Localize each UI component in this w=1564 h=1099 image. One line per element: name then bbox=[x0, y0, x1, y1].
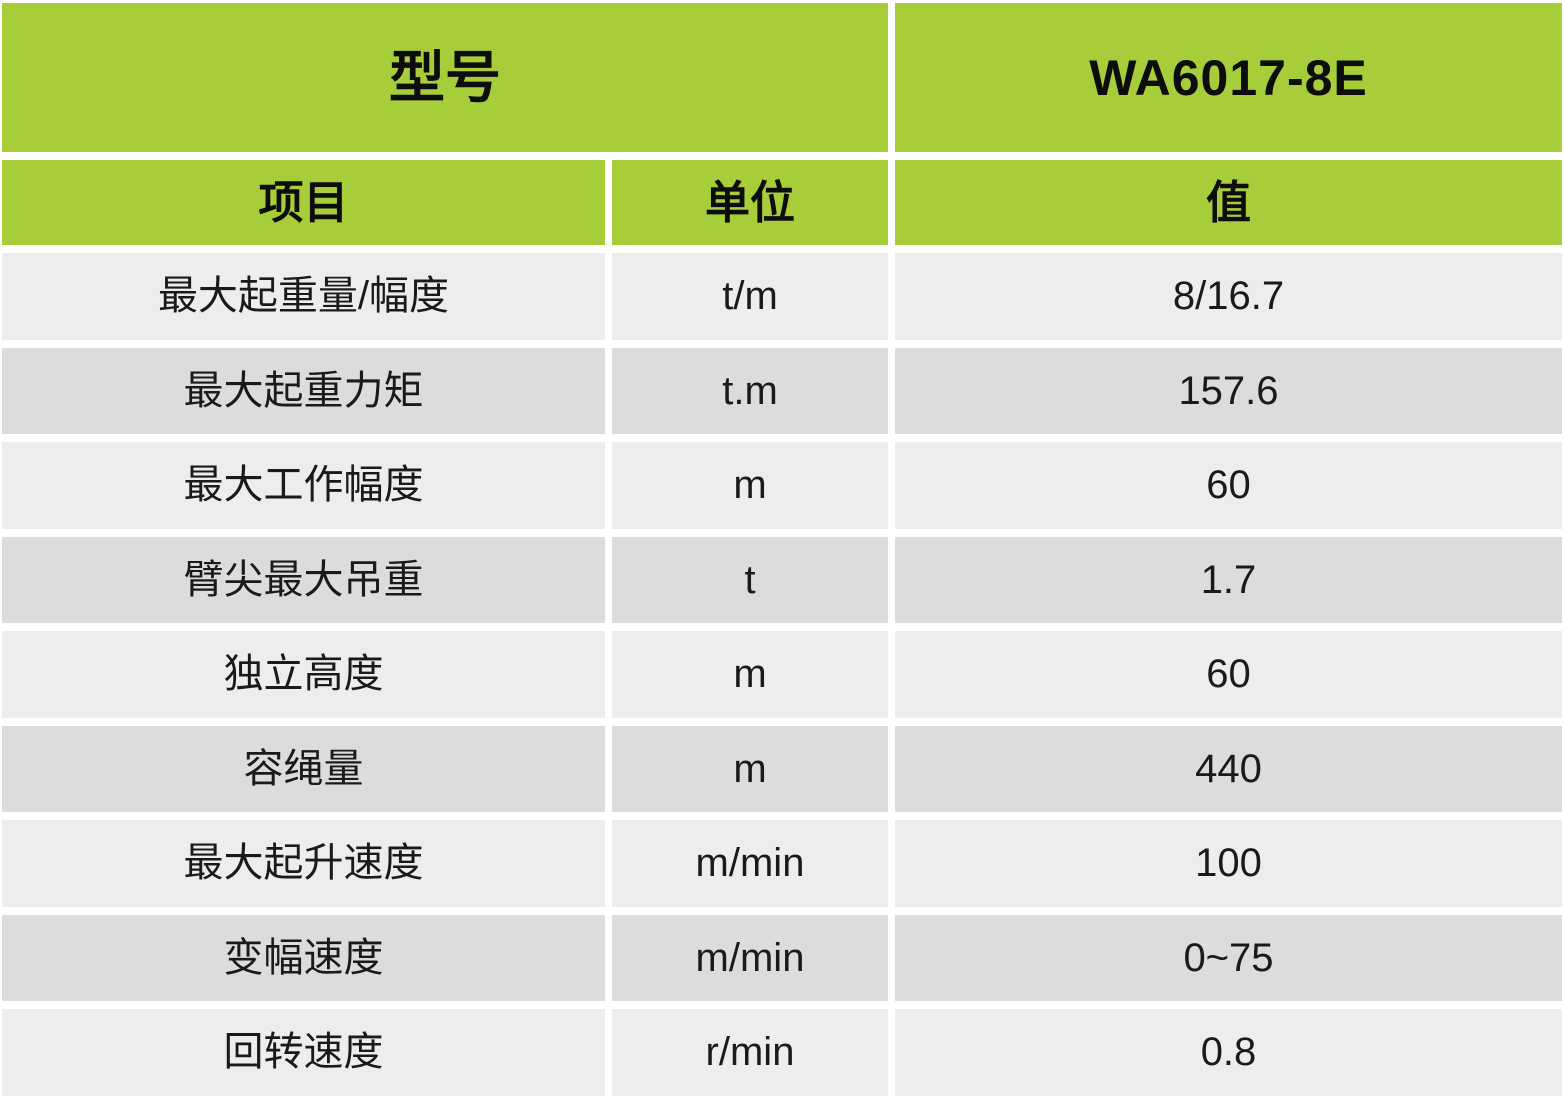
row-1-item: 最大起重量/幅度 bbox=[2, 253, 605, 340]
row-3-item: 最大工作幅度 bbox=[2, 442, 605, 529]
column-header-unit: 单位 bbox=[612, 160, 888, 245]
row-9-unit: r/min bbox=[612, 1009, 888, 1096]
row-3-value: 60 bbox=[895, 442, 1562, 529]
row-1-value: 8/16.7 bbox=[895, 253, 1562, 340]
row-9-item: 回转速度 bbox=[2, 1009, 605, 1096]
row-4-unit: t bbox=[612, 536, 888, 623]
row-2-item: 最大起重力矩 bbox=[2, 347, 605, 434]
model-header-label: 型号 bbox=[2, 3, 888, 152]
row-5-unit: m bbox=[612, 631, 888, 718]
row-9-value: 0.8 bbox=[895, 1009, 1562, 1096]
row-7-unit: m/min bbox=[612, 820, 888, 907]
row-2-value: 157.6 bbox=[895, 347, 1562, 434]
row-2-unit: t.m bbox=[612, 347, 888, 434]
row-4-value: 1.7 bbox=[895, 536, 1562, 623]
row-3-unit: m bbox=[612, 442, 888, 529]
row-1-unit: t/m bbox=[612, 253, 888, 340]
row-6-value: 440 bbox=[895, 725, 1562, 812]
column-header-value: 值 bbox=[895, 160, 1562, 245]
row-8-value: 0~75 bbox=[895, 914, 1562, 1001]
row-6-unit: m bbox=[612, 725, 888, 812]
row-7-item: 最大起升速度 bbox=[2, 820, 605, 907]
row-6-item: 容绳量 bbox=[2, 725, 605, 812]
row-7-value: 100 bbox=[895, 820, 1562, 907]
model-header-value: WA6017-8E bbox=[895, 3, 1562, 152]
row-5-value: 60 bbox=[895, 631, 1562, 718]
column-header-item: 项目 bbox=[2, 160, 605, 245]
row-4-item: 臂尖最大吊重 bbox=[2, 536, 605, 623]
row-8-unit: m/min bbox=[612, 914, 888, 1001]
row-5-item: 独立高度 bbox=[2, 631, 605, 718]
row-8-item: 变幅速度 bbox=[2, 914, 605, 1001]
